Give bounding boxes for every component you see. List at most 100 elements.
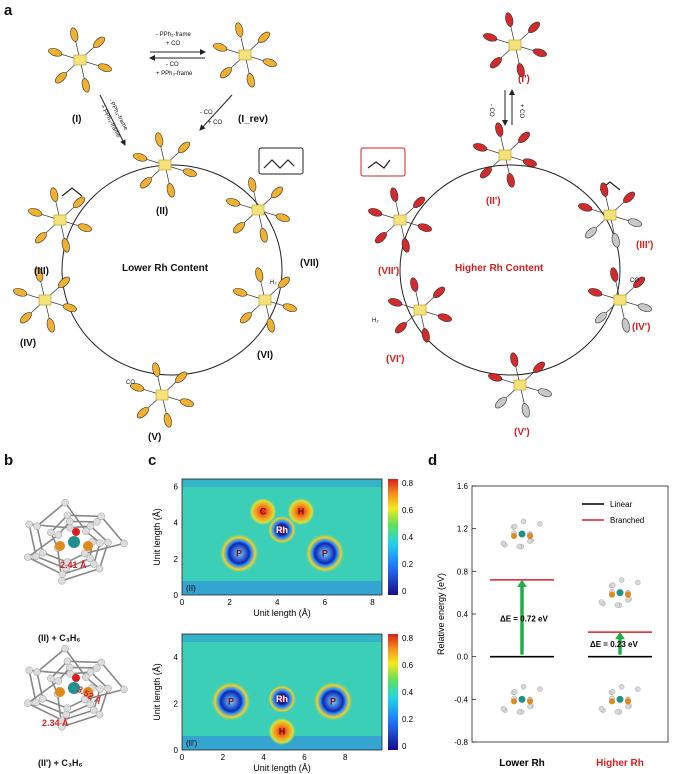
phenyl-ring xyxy=(588,288,603,297)
x-tick-label: 0 xyxy=(180,753,185,762)
phenyl-ring xyxy=(248,177,257,192)
y-axis-label: Relative energy (eV) xyxy=(436,573,446,655)
phenyl-ring xyxy=(621,318,630,333)
phenyl-ring xyxy=(473,143,488,152)
phenyl-ring xyxy=(246,73,255,88)
panel-letter-b: b xyxy=(4,452,14,469)
colorbar-tick: 0.8 xyxy=(402,634,414,643)
phenyl-ring xyxy=(401,238,410,253)
species-VI-prime: (VI') xyxy=(386,354,405,365)
eq-top-3: - CO xyxy=(166,62,179,68)
y-tick-label: 0.4 xyxy=(457,610,469,619)
rh-complex-5 xyxy=(130,362,194,428)
phenyl-ring xyxy=(417,223,432,232)
atom-h xyxy=(39,549,47,557)
phenyl-ring xyxy=(282,303,297,312)
right-cycle-ring xyxy=(399,164,621,376)
structure-II-prime-propene xyxy=(24,644,128,731)
elf-label-3: P xyxy=(236,548,242,558)
elf-blob-p xyxy=(313,681,354,722)
atom-h xyxy=(66,517,74,526)
phenyl-ring xyxy=(521,403,530,418)
atom-h xyxy=(58,716,67,725)
phenyl-ring xyxy=(584,226,597,239)
atom-p xyxy=(55,687,65,697)
rh-complex-11 xyxy=(588,267,652,333)
phenyl-ring xyxy=(182,168,197,177)
phenyl-ring xyxy=(368,208,383,217)
species-I-rev: (I_rev) xyxy=(238,114,269,125)
atom-h xyxy=(80,549,89,558)
phenyl-ring xyxy=(13,288,28,297)
panel-d-energy-chart: 1.6 1.2 0.8 0.4 0.0 -0.4 -0.8 Relative energy (… xyxy=(436,482,669,769)
phenyl-ring xyxy=(258,31,271,44)
elf-blob-p xyxy=(304,533,345,574)
phenyl-ring xyxy=(259,228,268,243)
elf-blob-rh xyxy=(268,515,296,544)
delta-arrowhead-0 xyxy=(517,579,527,587)
atom-h xyxy=(24,699,32,708)
atom-h xyxy=(104,684,112,693)
category-lower-rh: Lower Rh xyxy=(499,758,545,769)
phenyl-ring xyxy=(611,233,620,248)
phenyl-ring xyxy=(610,267,619,282)
energy-structure-3 xyxy=(598,684,641,715)
phenyl-ring xyxy=(518,131,531,144)
species-III: (III) xyxy=(34,266,49,277)
elf-label-0: Rh xyxy=(276,694,288,704)
colorbar-tick: 0.4 xyxy=(402,688,414,697)
atom-h xyxy=(80,695,89,704)
b-bottom-distance-1: 2.34 Å xyxy=(42,718,69,728)
species-VI: (VI) xyxy=(257,350,274,361)
phenyl-ring xyxy=(374,231,387,244)
atom-h xyxy=(96,685,104,693)
phenyl-ring xyxy=(178,141,191,154)
phenyl-ring xyxy=(413,196,426,209)
atom-h xyxy=(33,668,41,676)
atom-h xyxy=(32,698,40,707)
phenyl-ring xyxy=(494,396,507,409)
x-tick-label: 4 xyxy=(261,753,266,762)
rh-complex-0 xyxy=(48,27,112,93)
phenyl-ring xyxy=(48,48,63,57)
y-tick-label: 4 xyxy=(174,653,179,662)
atom-h xyxy=(90,560,98,568)
phenyl-ring xyxy=(623,191,636,204)
colorbar-tick: 0 xyxy=(402,587,407,596)
colorbar-tick: 0.4 xyxy=(402,533,414,542)
species-III-prime: (III') xyxy=(636,240,654,251)
phenyl-ring xyxy=(133,153,148,162)
energy-structure-2 xyxy=(500,684,543,715)
phenyl-ring xyxy=(433,286,446,299)
eq-small-2: + CO xyxy=(208,120,223,126)
b-top-distance: 2.41 Å xyxy=(60,560,87,570)
atom-h xyxy=(24,553,32,562)
panel-letter-a: a xyxy=(4,2,13,19)
map-tag: (II') xyxy=(186,739,198,748)
rh-center xyxy=(513,379,527,391)
species-I: (I) xyxy=(72,114,82,125)
phenyl-ring xyxy=(239,311,252,324)
rh-complex-7 xyxy=(226,177,290,243)
elf-map-II: C H Rh P P 0 2 4 6 8 0 2 4 6 Unit length (Å) Unit lengt… xyxy=(152,478,383,618)
phenyl-ring xyxy=(166,183,175,198)
elf-label-1: H xyxy=(298,507,305,517)
lower-rh-title: Lower Rh Content xyxy=(122,263,209,274)
atom-h xyxy=(32,552,40,561)
elf-blob-rh xyxy=(268,684,296,713)
phenyl-ring xyxy=(479,166,492,179)
phenyl-ring xyxy=(62,303,77,312)
phenyl-ring xyxy=(637,303,652,312)
colorbar-tick: 0.6 xyxy=(402,661,414,670)
atom-h xyxy=(96,539,104,547)
x-tick-label: 0 xyxy=(180,598,185,607)
species-IV-prime: (IV') xyxy=(632,322,651,333)
phenyl-ring xyxy=(139,176,152,189)
phenyl-ring xyxy=(594,311,607,324)
heatmap-band xyxy=(182,634,382,642)
structure-II-propene xyxy=(24,498,128,585)
phenyl-ring xyxy=(489,56,502,69)
phenyl-ring xyxy=(578,203,593,212)
phenyl-ring xyxy=(255,267,264,282)
